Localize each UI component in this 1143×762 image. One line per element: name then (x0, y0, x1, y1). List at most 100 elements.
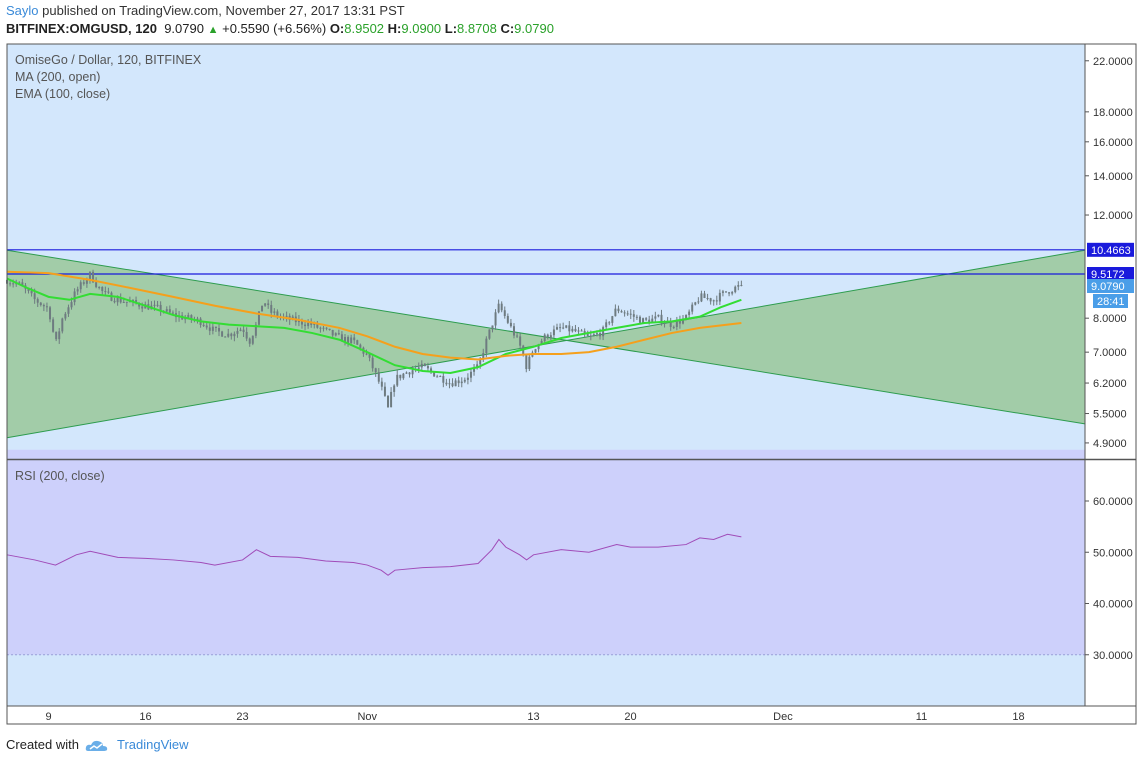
candle-body (654, 316, 657, 319)
candle-body (681, 318, 684, 324)
candle-body (399, 374, 402, 379)
ema-legend: EMA (100, close) (15, 87, 111, 101)
candle-body (688, 311, 691, 316)
created-with-text: Created with (6, 737, 79, 752)
candle-body (61, 318, 64, 332)
candle-body (270, 304, 273, 313)
candle-body (405, 372, 408, 374)
candle-body (411, 370, 414, 375)
candle-body (426, 366, 429, 369)
candle-body (350, 337, 353, 344)
candle-body (304, 324, 307, 327)
candle-body (218, 328, 221, 332)
candle-body (322, 327, 325, 329)
candle-body (454, 380, 457, 387)
candle-body (393, 385, 396, 392)
price-pane[interactable] (6, 44, 1086, 459)
candle-body (479, 358, 482, 365)
candle-body (629, 313, 632, 315)
candle-body (469, 371, 472, 378)
time-tick-label: 13 (527, 711, 539, 723)
rsi-tick-label: 50.0000 (1093, 547, 1133, 559)
candle-body (242, 329, 245, 332)
candle-body (592, 334, 595, 336)
candle-body (343, 337, 346, 342)
candle-body (685, 315, 688, 319)
triangle-upper-trendline[interactable] (6, 249, 1086, 425)
candle-body (39, 302, 42, 306)
candle-body (190, 315, 193, 320)
high-value: 9.0900 (401, 21, 442, 36)
candle-body (718, 292, 721, 302)
candle-body (417, 367, 420, 370)
high-label: H: (387, 21, 402, 36)
candle-body (715, 300, 718, 302)
candle-body (632, 314, 635, 317)
candle-body (49, 307, 52, 320)
rsi-legend: RSI (200, close) (15, 469, 105, 483)
candle-body (365, 353, 368, 355)
candle-body (473, 368, 476, 372)
candle-body (95, 282, 98, 288)
candle-body (135, 300, 138, 304)
candle-body (586, 334, 589, 336)
candle-body (325, 327, 328, 329)
candle-body (187, 315, 190, 318)
ema-100-line[interactable] (6, 270, 742, 361)
candle-body (491, 325, 494, 330)
candle-body (233, 333, 236, 337)
candle-body (171, 312, 174, 314)
candle-body (73, 291, 76, 303)
candle-body (208, 327, 211, 331)
candle-body (602, 327, 605, 337)
candle-body (92, 271, 95, 283)
price-tick-label: 22.0000 (1093, 56, 1133, 68)
ma-200-line[interactable] (6, 277, 742, 374)
candle-body (251, 335, 254, 344)
candle-body (221, 331, 224, 337)
candle-body (648, 319, 651, 324)
candle-body (552, 329, 555, 336)
candle-body (697, 301, 700, 303)
candle-body (451, 383, 454, 387)
candle-body (700, 293, 703, 302)
candle-body (276, 311, 279, 317)
candle-body (611, 316, 614, 323)
level-tag-2 (1087, 267, 1134, 282)
candle-body (125, 301, 128, 303)
candle-body (101, 286, 104, 292)
candle-body (568, 325, 571, 332)
candle-body (273, 311, 276, 313)
triangle-lower-trendline[interactable] (6, 249, 1086, 439)
time-tick-label: Dec (773, 711, 793, 723)
candle-body (485, 338, 488, 354)
candle-body (128, 301, 131, 303)
candle-body (202, 324, 205, 326)
author-link[interactable]: Saylo (6, 3, 39, 18)
candle-body (353, 337, 356, 341)
triangle-right-fill (566, 250, 1085, 424)
candle-body (159, 304, 162, 312)
candle-body (307, 322, 310, 327)
candle-body (543, 334, 546, 342)
rsi-line[interactable] (6, 533, 742, 576)
candle-body (82, 282, 85, 284)
close-label: C: (500, 21, 515, 36)
rsi-pane[interactable] (6, 449, 1085, 706)
rsi-tick-label: 60.0000 (1093, 496, 1133, 508)
candle-body (678, 320, 681, 324)
level-tag-label-1: 10.4663 (1091, 245, 1131, 257)
candle-body (310, 322, 313, 325)
candle-body (534, 349, 537, 353)
candle-body (657, 314, 660, 317)
footer: Created with TradingView (6, 737, 189, 753)
low-label: L: (444, 21, 458, 36)
candle-body (33, 293, 36, 300)
candle-body (669, 320, 672, 327)
candle-body (519, 336, 522, 346)
candle-body (113, 300, 116, 303)
tradingview-link[interactable]: TradingView (116, 737, 189, 752)
candle-body (439, 376, 442, 378)
candle-body (672, 326, 675, 328)
